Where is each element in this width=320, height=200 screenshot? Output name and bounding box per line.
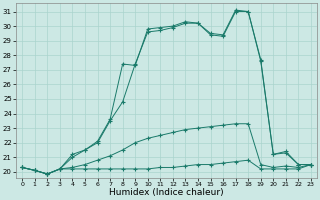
X-axis label: Humidex (Indice chaleur): Humidex (Indice chaleur) xyxy=(109,188,224,197)
